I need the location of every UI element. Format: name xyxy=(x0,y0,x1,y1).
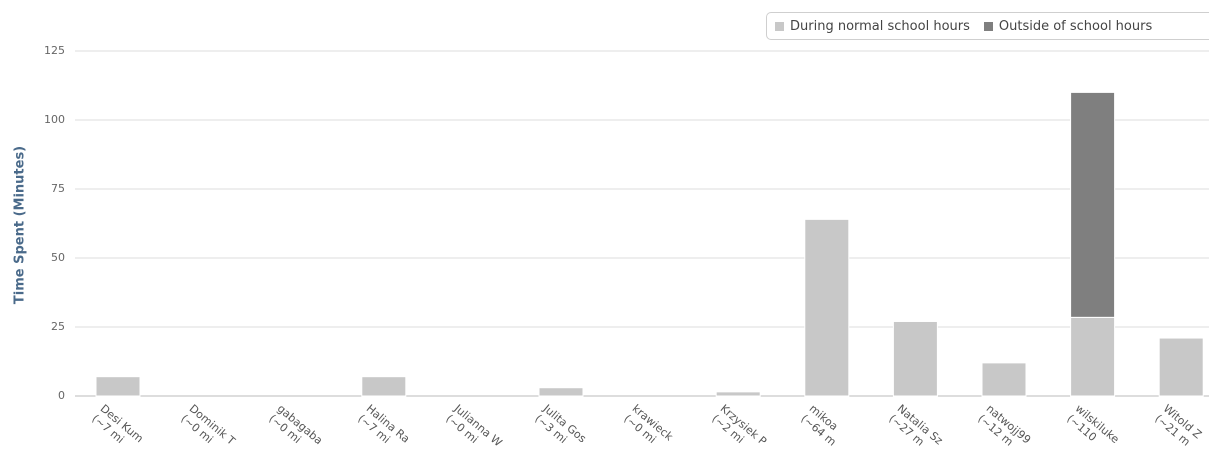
bar-during-10[interactable] xyxy=(981,362,1027,397)
y-tick-75: 75 xyxy=(51,182,65,195)
bar-during-5[interactable] xyxy=(538,387,584,397)
bar-outside-11[interactable] xyxy=(1070,91,1116,318)
y-tick-25: 25 xyxy=(51,320,65,333)
legend: During normal school hours Outside of sc… xyxy=(766,12,1209,40)
legend-label-outside-school: Outside of school hours xyxy=(998,18,1153,34)
bar-during-11[interactable] xyxy=(1070,316,1116,397)
bar-during-0[interactable] xyxy=(95,376,141,397)
bar-during-8[interactable] xyxy=(804,218,850,397)
legend-swatch-during-school xyxy=(775,21,784,31)
y-axis-label: Time Spent (Minutes) xyxy=(12,145,28,305)
bar-during-7[interactable] xyxy=(715,391,761,397)
legend-label-during-school: During normal school hours xyxy=(790,18,970,34)
legend-item-during-school[interactable]: During normal school hours xyxy=(775,19,970,34)
y-tick-0: 0 xyxy=(58,389,65,402)
bar-during-3[interactable] xyxy=(361,376,407,397)
bar-during-12[interactable] xyxy=(1158,337,1204,397)
bar-during-9[interactable] xyxy=(892,320,938,397)
legend-item-outside-school[interactable]: Outside of school hours xyxy=(983,18,1153,34)
y-tick-100: 100 xyxy=(44,113,65,126)
legend-swatch-outside-school xyxy=(983,21,993,31)
y-tick-50: 50 xyxy=(51,251,65,264)
y-tick-125: 125 xyxy=(44,44,65,57)
